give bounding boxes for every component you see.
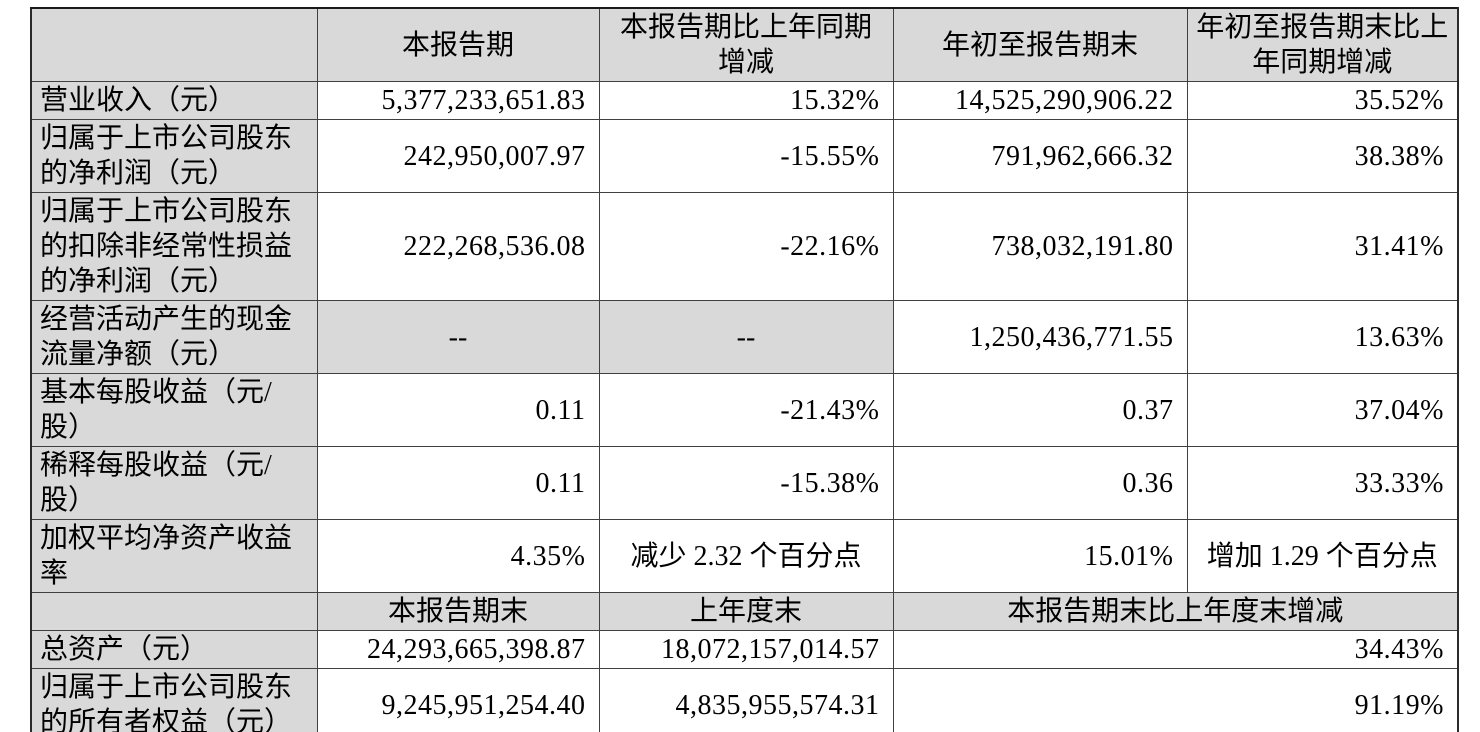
cell-roe-current-period: 4.35% <box>316 519 600 593</box>
cell-basic-eps-yoy-change: -21.43% <box>598 373 894 447</box>
row-label-operating-cash-flow: 经营活动产生的现金流量净额（元） <box>30 300 318 374</box>
cell-diluted-eps-yoy-change: -15.38% <box>598 446 894 520</box>
cell-net-profit-ytd: 791,962,666.32 <box>892 119 1188 193</box>
header-cell-current-period: 本报告期 <box>316 7 600 82</box>
cell-cash-flow-ytd-yoy-change: 13.63% <box>1186 300 1459 374</box>
cell-excl-nonrecurring-ytd: 738,032,191.80 <box>892 192 1188 301</box>
cell-cash-flow-current-period-na: -- <box>316 300 600 374</box>
header-cell-end-of-prior-year: 上年度末 <box>598 592 894 631</box>
table-row-total-assets: 总资产（元） 24,293,665,398.87 18,072,157,014.… <box>30 630 1459 669</box>
table-row-basic-eps: 基本每股收益（元/股） 0.11 -21.43% 0.37 37.04% <box>30 373 1459 447</box>
cell-equity-end-of-period: 9,245,951,254.40 <box>316 668 600 732</box>
cell-diluted-eps-ytd: 0.36 <box>892 446 1188 520</box>
header-cell-ytd-yoy-change: 年初至报告期末比上年同期增减 <box>1186 7 1459 82</box>
cell-net-profit-yoy-change: -15.55% <box>598 119 894 193</box>
cell-excl-nonrecurring-current-period: 222,268,536.08 <box>316 192 600 301</box>
cell-roe-ytd-yoy-change: 增加 1.29 个百分点 <box>1186 519 1459 593</box>
cell-revenue-ytd-yoy-change: 35.52% <box>1186 81 1459 120</box>
row-label-total-assets: 总资产（元） <box>30 630 318 669</box>
row-label-diluted-eps: 稀释每股收益（元/股） <box>30 446 318 520</box>
header-row-period-end: 本报告期末 上年度末 本报告期末比上年度末增减 <box>30 592 1459 631</box>
cell-roe-ytd: 15.01% <box>892 519 1188 593</box>
cell-total-assets-change: 34.43% <box>892 630 1459 669</box>
cell-net-profit-current-period: 242,950,007.97 <box>316 119 600 193</box>
row-label-basic-eps: 基本每股收益（元/股） <box>30 373 318 447</box>
table-row-revenue: 营业收入（元） 5,377,233,651.83 15.32% 14,525,2… <box>30 81 1459 120</box>
header-cell-end-of-period: 本报告期末 <box>316 592 600 631</box>
cell-cash-flow-ytd: 1,250,436,771.55 <box>892 300 1188 374</box>
cell-diluted-eps-ytd-yoy-change: 33.33% <box>1186 446 1459 520</box>
cell-basic-eps-ytd-yoy-change: 37.04% <box>1186 373 1459 447</box>
cell-total-assets-end-of-prior-year: 18,072,157,014.57 <box>598 630 894 669</box>
cell-excl-nonrecurring-yoy-change: -22.16% <box>598 192 894 301</box>
row-label-net-profit-excl-nonrecurring: 归属于上市公司股东的扣除非经常性损益的净利润（元） <box>30 192 318 301</box>
header-cell-change-vs-prior-year-end: 本报告期末比上年度末增减 <box>892 592 1459 631</box>
table-row-operating-cash-flow: 经营活动产生的现金流量净额（元） -- -- 1,250,436,771.55 … <box>30 300 1459 374</box>
cell-basic-eps-ytd: 0.37 <box>892 373 1188 447</box>
header-cell-yoy-change: 本报告期比上年同期增减 <box>598 7 894 82</box>
table-row-equity-attributable: 归属于上市公司股东的所有者权益（元） 9,245,951,254.40 4,83… <box>30 668 1459 732</box>
cell-revenue-yoy-change: 15.32% <box>598 81 894 120</box>
cell-revenue-current-period: 5,377,233,651.83 <box>316 81 600 120</box>
row-label-equity-attributable: 归属于上市公司股东的所有者权益（元） <box>30 668 318 732</box>
table-row-diluted-eps: 稀释每股收益（元/股） 0.11 -15.38% 0.36 33.33% <box>30 446 1459 520</box>
cell-basic-eps-current-period: 0.11 <box>316 373 600 447</box>
header-cell-blank-2 <box>30 592 318 631</box>
table-row-weighted-avg-roe: 加权平均净资产收益率 4.35% 减少 2.32 个百分点 15.01% 增加 … <box>30 519 1459 593</box>
cell-excl-nonrecurring-ytd-yoy-change: 31.41% <box>1186 192 1459 301</box>
header-cell-blank <box>30 7 318 82</box>
cell-equity-end-of-prior-year: 4,835,955,574.31 <box>598 668 894 732</box>
cell-revenue-ytd: 14,525,290,906.22 <box>892 81 1188 120</box>
cell-roe-yoy-change: 减少 2.32 个百分点 <box>598 519 894 593</box>
header-row-period: 本报告期 本报告期比上年同期增减 年初至报告期末 年初至报告期末比上年同期增减 <box>30 7 1459 82</box>
header-cell-ytd: 年初至报告期末 <box>892 7 1188 82</box>
table-row-net-profit-excl-nonrecurring: 归属于上市公司股东的扣除非经常性损益的净利润（元） 222,268,536.08… <box>30 192 1459 301</box>
cell-cash-flow-yoy-change-na: -- <box>598 300 894 374</box>
row-label-net-profit: 归属于上市公司股东的净利润（元） <box>30 119 318 193</box>
cell-net-profit-ytd-yoy-change: 38.38% <box>1186 119 1459 193</box>
cell-diluted-eps-current-period: 0.11 <box>316 446 600 520</box>
table-row-net-profit: 归属于上市公司股东的净利润（元） 242,950,007.97 -15.55% … <box>30 119 1459 193</box>
row-label-weighted-avg-roe: 加权平均净资产收益率 <box>30 519 318 593</box>
key-financials-table: 本报告期 本报告期比上年同期增减 年初至报告期末 年初至报告期末比上年同期增减 … <box>30 7 1459 732</box>
row-label-revenue: 营业收入（元） <box>30 81 318 120</box>
cell-equity-change: 91.19% <box>892 668 1459 732</box>
cell-total-assets-end-of-period: 24,293,665,398.87 <box>316 630 600 669</box>
